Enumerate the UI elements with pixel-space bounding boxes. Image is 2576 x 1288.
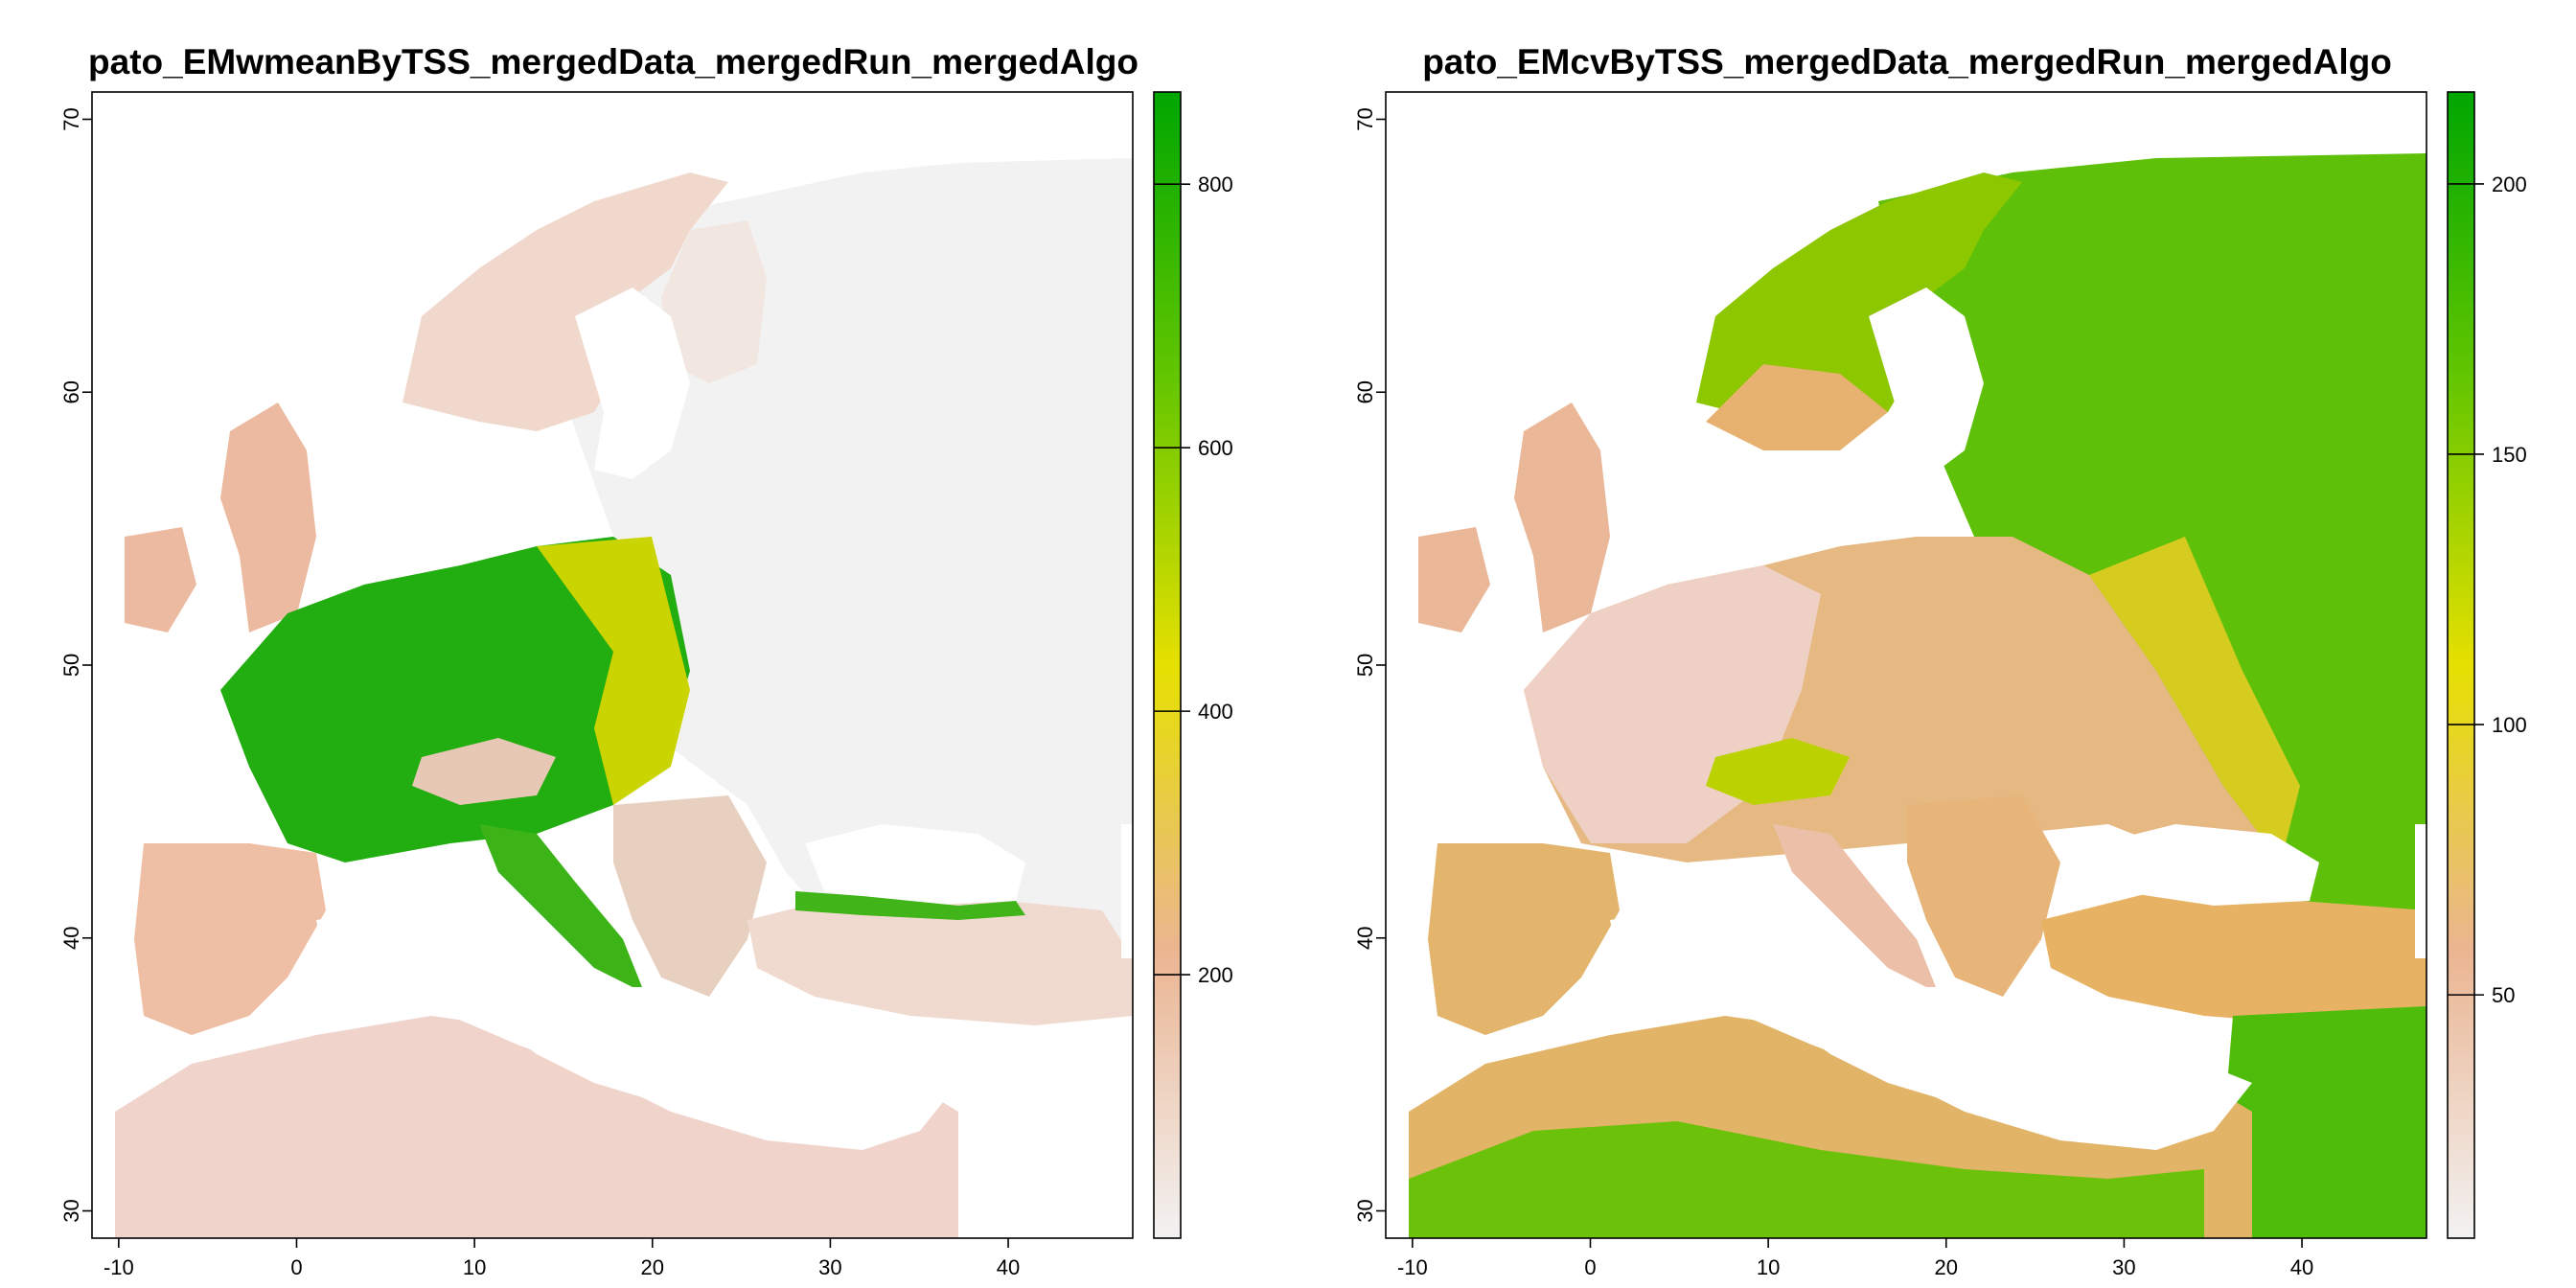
legend-ticks: 200 400 600 800 xyxy=(1154,172,1233,987)
y-tick-label: 30 xyxy=(1353,1199,1377,1222)
y-tick-label: 70 xyxy=(1353,107,1377,130)
middle-east xyxy=(2204,1006,2426,1238)
y-tick-label: 60 xyxy=(1353,380,1377,403)
caspian-sea xyxy=(2415,824,2426,958)
central-europe-east xyxy=(537,537,690,805)
baltic-sea xyxy=(575,288,690,479)
legend-frame xyxy=(2447,91,2475,1239)
y-tick-label: 70 xyxy=(59,107,83,130)
x-tick-label: 0 xyxy=(290,1255,302,1279)
black-sea xyxy=(805,824,1025,906)
x-tick-label: 40 xyxy=(2290,1255,2313,1279)
legend-tick-label: 200 xyxy=(1198,963,1233,987)
y-tick-label: 30 xyxy=(59,1199,83,1222)
panel-title: pato_EMwmeanByTSS_mergedData_mergedRun_m… xyxy=(88,42,1138,81)
legend-frame xyxy=(1153,91,1182,1239)
axes: -10 0 10 20 30 40 30 40 50 60 70 xyxy=(1353,107,2313,1279)
map-panel-left: pato_EMwmeanByTSS_mergedData_mergedRun_m… xyxy=(59,42,1233,1279)
legend: 200 400 600 800 xyxy=(1153,91,1233,1239)
italy xyxy=(479,824,642,987)
caspian-sea xyxy=(1121,824,1133,958)
y-tick-label: 60 xyxy=(59,380,83,403)
italy xyxy=(1773,824,1936,987)
black-sea-coast xyxy=(795,891,1025,920)
axes: -10 0 10 20 30 40 30 40 50 60 70 xyxy=(59,107,1020,1279)
raster-map xyxy=(115,158,1133,1238)
legend-tick-label: 150 xyxy=(2492,443,2527,467)
great-britain xyxy=(1514,402,1610,632)
x-tick-label: 0 xyxy=(1584,1255,1596,1279)
transition-band xyxy=(2089,537,2300,862)
x-tick-label: -10 xyxy=(1397,1255,1428,1279)
ireland xyxy=(125,527,196,632)
y-tick-label: 50 xyxy=(1353,654,1377,677)
iberia xyxy=(1428,843,1620,1035)
map-panel-right: pato_EMcvByTSS_mergedData_mergedRun_merg… xyxy=(1353,42,2527,1279)
legend: 50 100 150 200 xyxy=(2447,91,2527,1239)
y-tick-label: 40 xyxy=(59,927,83,950)
anatolia xyxy=(2041,891,2426,1025)
scandinavia xyxy=(402,172,728,431)
central-europe xyxy=(220,537,690,862)
legend-tick-label: 50 xyxy=(2492,983,2515,1007)
mediterranean-sea xyxy=(1610,901,2252,1150)
legend-colorbar xyxy=(1154,92,1181,1238)
iberia xyxy=(134,843,326,1035)
south-scandinavia xyxy=(1706,364,1888,450)
sahara xyxy=(1409,1121,2204,1238)
y-tick-label: 50 xyxy=(59,654,83,677)
finland xyxy=(661,220,767,383)
legend-tick-label: 100 xyxy=(2492,713,2527,737)
x-tick-label: 10 xyxy=(463,1255,486,1279)
legend-tick-label: 200 xyxy=(2492,172,2527,196)
panel-title: pato_EMcvByTSS_mergedData_mergedRun_merg… xyxy=(1422,42,2392,81)
alps xyxy=(412,738,556,805)
legend-colorbar xyxy=(2448,92,2474,1238)
x-tick-label: 20 xyxy=(641,1255,664,1279)
balkans xyxy=(613,795,767,997)
north-africa xyxy=(115,1016,958,1238)
x-tick-label: 10 xyxy=(1757,1255,1780,1279)
legend-tick-label: 600 xyxy=(1198,436,1233,460)
alps xyxy=(1706,738,1850,805)
y-tick-label: 40 xyxy=(1353,927,1377,950)
mediterranean-sea xyxy=(316,901,958,1150)
x-tick-label: 40 xyxy=(997,1255,1020,1279)
anatolia xyxy=(748,891,1133,1025)
x-tick-label: 30 xyxy=(2112,1255,2135,1279)
x-tick-label: 30 xyxy=(818,1255,841,1279)
raster-map xyxy=(1409,153,2426,1238)
x-tick-label: 20 xyxy=(1935,1255,1958,1279)
balkans xyxy=(1907,795,2060,997)
baltic-sea xyxy=(1869,288,1984,479)
ireland xyxy=(1418,527,1490,632)
great-britain xyxy=(220,402,316,632)
legend-tick-label: 400 xyxy=(1198,700,1233,724)
legend-ticks: 50 100 150 200 xyxy=(2448,172,2527,1007)
x-tick-label: -10 xyxy=(104,1255,134,1279)
legend-tick-label: 800 xyxy=(1198,172,1233,196)
black-sea xyxy=(2099,824,2319,906)
